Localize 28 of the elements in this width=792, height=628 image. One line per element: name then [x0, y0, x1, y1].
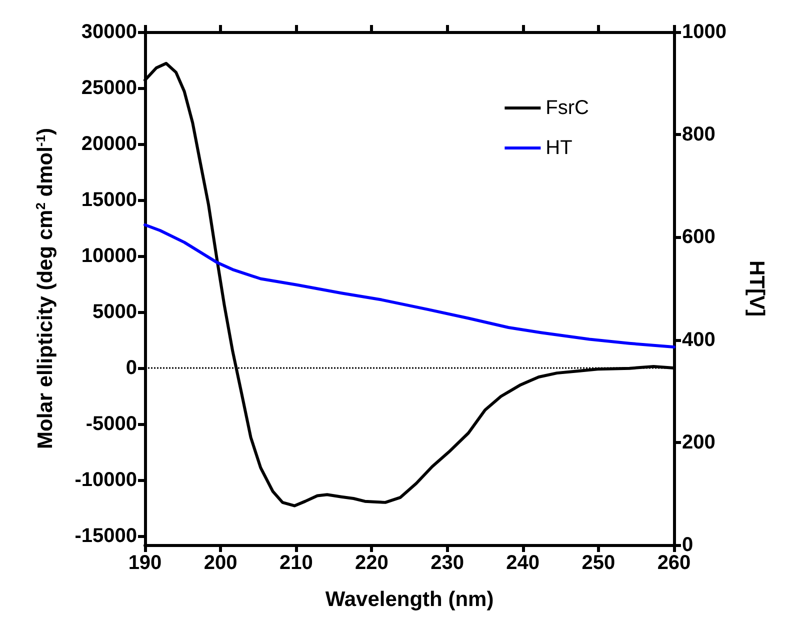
y-tick-label: -10000 [74, 469, 137, 492]
y2-tick-label: 600 [682, 226, 716, 248]
y-tick-label: 5000 [92, 301, 137, 324]
y2-tick-label: 1000 [682, 21, 726, 43]
y-tick-label: 25000 [81, 77, 137, 100]
x-tick-label: 240 [506, 552, 540, 574]
line-series [144, 223, 676, 348]
legend-label: HT [546, 137, 572, 159]
y-tick-label: -5000 [86, 413, 137, 436]
y-tick-label: 15000 [81, 189, 137, 212]
y-tick-label: 20000 [81, 133, 137, 156]
y-tick-label: 10000 [81, 245, 137, 268]
x-tick-label: 220 [355, 552, 388, 574]
y-tick-label: -15000 [74, 525, 137, 548]
y2-tick-label: 400 [682, 328, 716, 351]
y2-tick-label: 200 [682, 431, 716, 454]
x-tick-label: 230 [430, 552, 464, 574]
y-axis-title: Molar ellipticity (deg cm2 dmol-1) [33, 128, 57, 449]
y2-tick-label: 800 [682, 124, 716, 146]
x-tick-label: 250 [582, 552, 616, 574]
x-tick-label: 200 [204, 552, 238, 574]
x-tick-label: 210 [279, 552, 313, 574]
y-tick-label: 0 [126, 357, 137, 380]
y-tick-label: 30000 [81, 21, 137, 43]
x-axis-title: Wavelength (nm) [325, 588, 494, 611]
y2-axis-title: HT[V] [745, 260, 768, 316]
x-tick-label: 190 [128, 552, 162, 574]
legend-label: FsrC [546, 97, 590, 119]
